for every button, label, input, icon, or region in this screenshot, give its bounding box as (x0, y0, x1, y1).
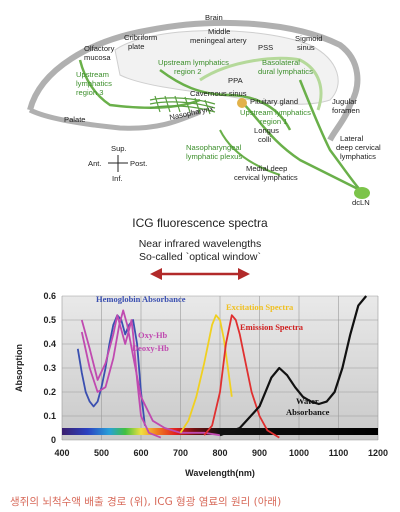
compass-sup: Sup. (111, 144, 127, 153)
label-dcln: dcLN (352, 198, 370, 207)
pituitary-gland (237, 98, 247, 108)
y-tick-label: 0.2 (43, 387, 56, 397)
series-line-oxy-hb (80, 314, 162, 439)
label-middle-meningeal: Middle (208, 27, 230, 36)
label-basolateral-dural: Basolateral (262, 58, 300, 67)
lymphatic-vessel (159, 68, 292, 131)
series-line-excitation-spectra (179, 314, 233, 434)
label-upstream-region-3: region 3 (76, 88, 103, 97)
label-pituitary: Pituitary gland (250, 97, 298, 106)
x-tick-label: 1100 (329, 448, 349, 458)
series-label-emission: Emission Spectra (240, 322, 304, 332)
lymphatic-vessel (298, 79, 363, 193)
label-olfactory: Olfactory (84, 44, 115, 53)
label-brain: Brain (205, 13, 223, 22)
series-label-water: Absorbance (286, 407, 330, 417)
y-tick-label: 0.6 (43, 291, 56, 301)
series-line-water-absorbance (219, 295, 368, 437)
label-longus: colli (258, 135, 271, 144)
x-tick-label: 600 (133, 448, 148, 458)
label-cribriform: Cribriform (124, 33, 157, 42)
label-upstream-region-2: Upstream lymphatics (158, 58, 229, 67)
label-upstream-region-1: Upstream lymphatics (240, 108, 311, 117)
label-middle-meningeal: meningeal artery (190, 36, 247, 45)
optical-window-line-1: Near infrared wavelengths (138, 238, 262, 250)
series-label-excitation: Excitation Spectra (226, 302, 294, 312)
label-medial-deep-cervical: Medial deep (246, 164, 287, 173)
label-sigmoid: Sigmoid (295, 34, 322, 43)
x-tick-label: 1200 (368, 448, 388, 458)
series-label-oxy-hb: Oxy-Hb (138, 330, 168, 340)
compass-ant: Ant. (88, 159, 102, 168)
compass-inf: Inf. (112, 174, 123, 183)
series-label-hemoglobin: Hemoglobin Absorbance (96, 294, 186, 304)
label-nasopharyngeal-plexus: lymphatic plexus (186, 152, 242, 161)
x-tick-label: 1000 (289, 448, 309, 458)
y-tick-label: 0.5 (43, 315, 56, 325)
series-line-deoxy-hb (80, 309, 221, 437)
label-lateral-deep-cervical: deep cervical (336, 143, 381, 152)
figure-caption: 생쥐의 뇌척수액 배출 경로 (위), ICG 형광 염료의 원리 (아래) (10, 496, 282, 508)
label-medial-deep-cervical: cervical lymphatics (234, 173, 298, 182)
nasal-outline (28, 107, 201, 131)
label-lateral-deep-cervical: lymphatics (340, 152, 376, 161)
x-axis: 400 500 600 700 800 900 1000 1100 1200 (54, 448, 388, 458)
y-tick-label: 0.4 (43, 339, 56, 349)
label-jugular: foramen (332, 106, 360, 115)
label-upstream-region-1: region 1 (260, 117, 287, 126)
nasopharyngeal-plexus (149, 95, 216, 115)
label-cavernous: Cavernous sinus (190, 89, 247, 98)
series-line-emission-spectra (203, 314, 280, 439)
label-longus: Longus (254, 126, 279, 135)
series-label-deoxy-hb: Deoxy-Hb (132, 343, 169, 353)
absorption-spectra-chart: 400 500 600 700 800 900 1000 1100 1200 0 0.1 0.2 0.… (14, 291, 388, 478)
series-group (76, 295, 368, 439)
series-label-water: Water (296, 396, 319, 406)
y-tick-label: 0.1 (43, 411, 56, 421)
label-pss: PSS (258, 43, 273, 52)
skull-outline (27, 19, 361, 142)
dcln-node (354, 187, 370, 199)
compass (108, 155, 128, 172)
label-palate: Palate (64, 115, 86, 124)
spectra-title: ICG fluorescence spectra (132, 216, 268, 230)
y-axis: 0 0.1 0.2 0.3 0.4 0.5 0.6 (43, 291, 56, 445)
label-cribriform: plate (128, 42, 144, 51)
label-ppa: PPA (228, 76, 244, 85)
lymphatic-vessel (239, 99, 361, 192)
label-upstream-region-3: lymphatics (76, 79, 112, 88)
lymphatic-vessel (219, 129, 281, 176)
optical-window-arrow (150, 268, 250, 280)
label-lateral-deep-cervical: Lateral (340, 134, 364, 143)
label-upstream-region-3: Upstream (76, 70, 109, 79)
lymphatic-drainage-diagram: Brain Middle meningeal artery Cribriform… (27, 13, 381, 207)
x-tick-label: 800 (212, 448, 227, 458)
label-upstream-region-2: region 2 (174, 67, 201, 76)
x-tick-label: 400 (54, 448, 69, 458)
visible-spectrum-band (62, 428, 378, 435)
label-jugular: Jugular (332, 97, 357, 106)
label-basolateral-dural: dural lymphatics (258, 67, 313, 76)
y-tick-label: 0.3 (43, 363, 56, 373)
x-tick-label: 500 (94, 448, 109, 458)
x-axis-title: Wavelength(nm) (185, 468, 255, 478)
x-tick-label: 900 (252, 448, 267, 458)
label-nasopharyngeal-plexus: Nasopharyngeal (186, 143, 242, 152)
x-tick-label: 700 (173, 448, 188, 458)
series-line-hemoglobin-absorbance (76, 314, 146, 426)
y-axis-title: Absorption (14, 344, 24, 392)
sinus-vessel (199, 56, 323, 111)
y-tick-label: 0 (51, 435, 56, 445)
lymphatic-vessel (78, 59, 201, 109)
compass-post: Post. (130, 159, 147, 168)
label-sigmoid: sinus (297, 43, 315, 52)
label-olfactory: mucosa (84, 53, 111, 62)
optical-window-line-2: So-called `optical window` (139, 251, 261, 263)
